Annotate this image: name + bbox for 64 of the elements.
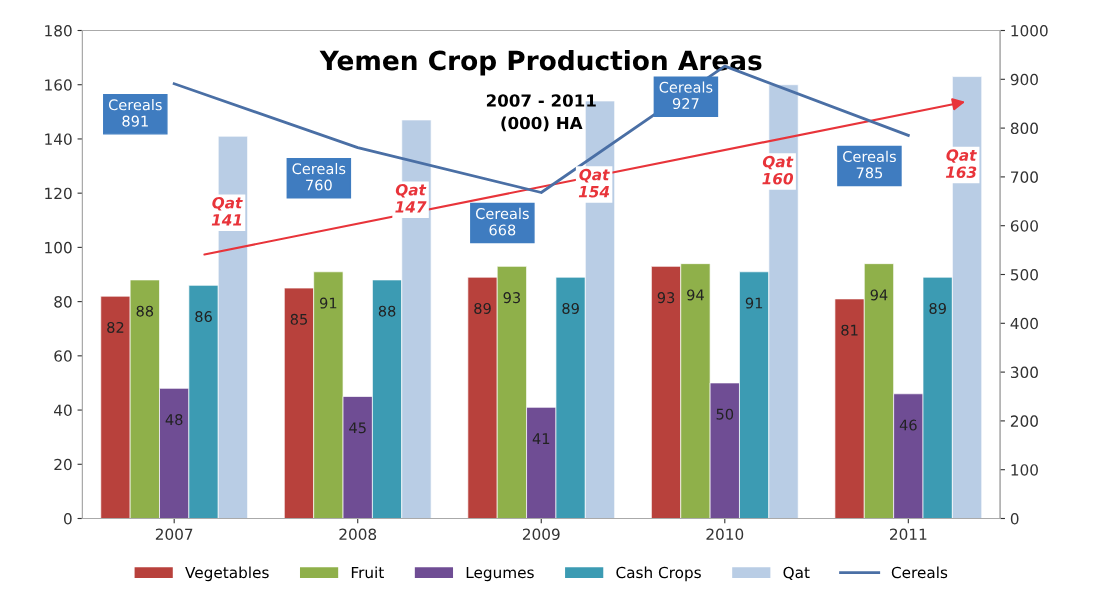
y2-tick-label: 700 bbox=[1011, 171, 1038, 183]
data-label: 45 bbox=[349, 422, 366, 434]
data-label: Qat 154 bbox=[578, 168, 610, 198]
data-label: 93 bbox=[503, 292, 520, 304]
y2-tick-label: 300 bbox=[1010, 366, 1038, 379]
data-label: 91 bbox=[745, 297, 763, 309]
x-tick-label: 2008 bbox=[339, 528, 377, 541]
data-label: 86 bbox=[195, 311, 212, 323]
text: Yemen Crop Production Areas bbox=[319, 50, 762, 76]
data-label: 89 bbox=[474, 302, 491, 314]
data-label: Cereals 785 bbox=[843, 150, 896, 179]
data-label: 88 bbox=[378, 305, 396, 317]
y2-tick-label: 1000 bbox=[1011, 24, 1048, 37]
data-label: 94 bbox=[870, 289, 888, 301]
y2-tick-label: 800 bbox=[1010, 122, 1038, 135]
y-tick-label: 100 bbox=[45, 241, 72, 254]
y-tick-label: 80 bbox=[54, 296, 72, 308]
y-tick-label: 0 bbox=[63, 512, 72, 525]
y-tick-label: 160 bbox=[45, 79, 72, 91]
data-label: 91 bbox=[320, 297, 337, 309]
legend-label: Legumes bbox=[466, 566, 534, 582]
y2-tick-label: 900 bbox=[1010, 73, 1038, 86]
text: 2007 - 2011 (000) HA bbox=[486, 94, 596, 132]
data-label: 94 bbox=[687, 289, 704, 301]
legend-label: Cereals bbox=[891, 566, 948, 579]
x-tick-label: 2007 bbox=[155, 528, 193, 541]
data-label: 89 bbox=[562, 302, 579, 314]
data-label: Qat 163 bbox=[945, 149, 977, 178]
data-label: 46 bbox=[899, 419, 917, 431]
y-tick-label: 180 bbox=[45, 24, 72, 37]
y-tick-label: 120 bbox=[45, 187, 72, 200]
data-label: 82 bbox=[107, 321, 124, 333]
data-label: 89 bbox=[929, 302, 946, 314]
data-label: 93 bbox=[657, 292, 675, 304]
y2-tick-label: 600 bbox=[1010, 220, 1038, 232]
y-tick-label: 140 bbox=[45, 133, 72, 145]
data-label: Cereals 927 bbox=[659, 81, 713, 110]
y-tick-label: 60 bbox=[54, 350, 72, 362]
y2-tick-label: 400 bbox=[1010, 317, 1038, 330]
data-label: Qat 160 bbox=[762, 155, 794, 185]
legend-label: Fruit bbox=[351, 566, 384, 579]
x-tick-label: 2009 bbox=[522, 528, 560, 541]
data-label: 41 bbox=[532, 433, 550, 444]
y2-tick-label: 500 bbox=[1010, 268, 1038, 281]
legend-label: Cash Crops bbox=[616, 566, 701, 582]
legend-label: Qat bbox=[783, 566, 810, 580]
data-label: 50 bbox=[716, 408, 734, 420]
y2-tick-label: 200 bbox=[1010, 415, 1038, 427]
data-label: 85 bbox=[290, 313, 307, 325]
y2-tick-label: 0 bbox=[1010, 512, 1019, 525]
data-label: Cereals 760 bbox=[292, 162, 346, 191]
data-label: 48 bbox=[165, 414, 183, 426]
data-label: Cereals 891 bbox=[108, 99, 162, 127]
data-label: Qat 141 bbox=[211, 197, 243, 226]
y-tick-label: 40 bbox=[54, 404, 72, 417]
data-label: Cereals 668 bbox=[476, 207, 529, 236]
data-label: Qat 147 bbox=[395, 184, 427, 213]
x-tick-label: 2011 bbox=[890, 528, 927, 541]
y-tick-label: 20 bbox=[54, 458, 72, 471]
x-tick-label: 2010 bbox=[706, 528, 744, 541]
legend-label: Vegetables bbox=[185, 566, 269, 582]
data-label: 81 bbox=[841, 324, 858, 336]
y2-tick-label: 100 bbox=[1011, 464, 1038, 476]
data-label: 88 bbox=[136, 305, 154, 317]
